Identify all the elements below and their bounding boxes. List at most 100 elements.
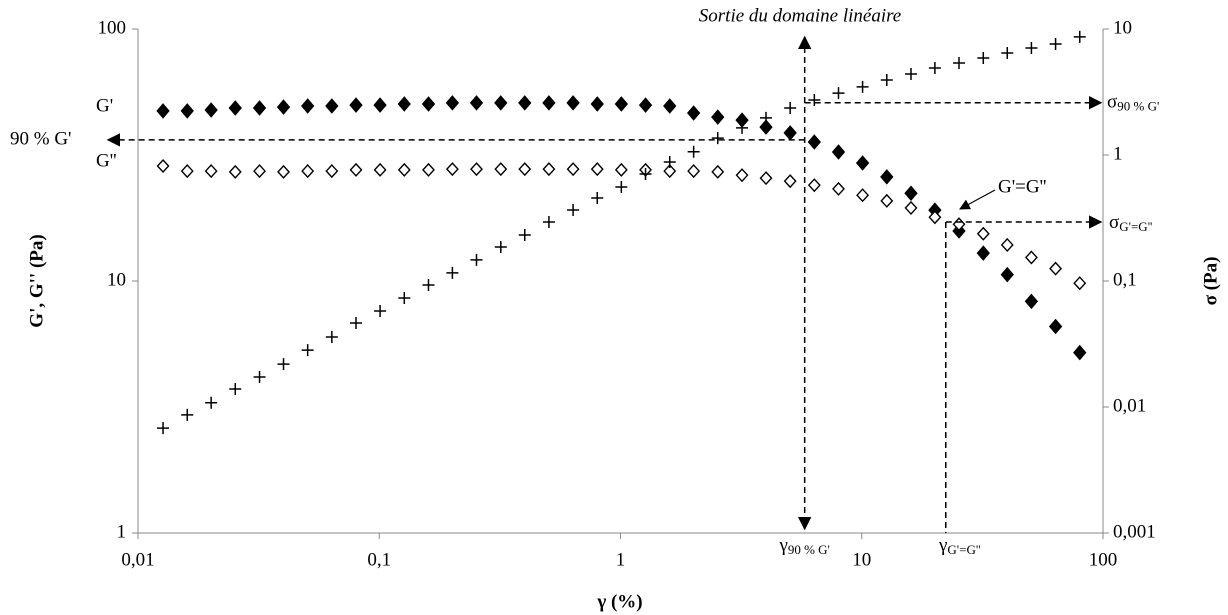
data-point [736, 121, 749, 134]
data-point [446, 266, 459, 279]
x-axis-title: γ (%) [596, 591, 642, 612]
y2-tick-label: 1 [1113, 143, 1123, 164]
data-point [421, 96, 436, 112]
data-point [638, 97, 653, 113]
data-point [469, 95, 484, 111]
data-point [759, 171, 773, 186]
data-point [156, 158, 170, 174]
data-point [1025, 42, 1038, 55]
data-point [397, 96, 411, 112]
annotation: γ90 % G' [778, 535, 829, 557]
data-point [615, 181, 628, 194]
annotation: G'=G'' [998, 176, 1046, 197]
data-point [422, 278, 435, 291]
data-point [253, 371, 266, 384]
data-point [422, 162, 435, 177]
data-point [1049, 38, 1062, 51]
data-point [156, 103, 170, 119]
data-point [639, 168, 652, 181]
data-point [204, 164, 218, 179]
data-point [542, 95, 556, 111]
data-point [856, 188, 870, 203]
data-point [1073, 30, 1086, 43]
data-point [301, 344, 314, 357]
data-point [567, 204, 580, 217]
data-point [566, 162, 580, 177]
data-point [614, 162, 628, 177]
data-point [228, 164, 242, 179]
data-point [374, 304, 387, 317]
x-tick-label: 0,1 [367, 549, 391, 570]
data-point [952, 217, 966, 232]
y2-axis-title: σ (Pa) [1200, 257, 1221, 306]
y-axis-title: G', G'' (Pa) [26, 234, 47, 327]
data-point [349, 97, 363, 113]
data-point [880, 169, 894, 185]
data-point [1000, 237, 1014, 252]
data-point [445, 162, 459, 177]
data-point [735, 168, 749, 183]
data-point [1073, 344, 1087, 361]
data-point [880, 73, 893, 86]
annotation-subscript: 90 % G' [1117, 99, 1159, 114]
data-point [181, 408, 194, 421]
data-point [301, 98, 315, 114]
y2-tick-label: 0,001 [1113, 521, 1156, 542]
data-point [807, 134, 821, 150]
data-point [518, 95, 532, 111]
data-point [157, 422, 170, 435]
x-tick-label: 1 [616, 549, 626, 570]
data-point [904, 68, 917, 81]
annotation-symbol: σ [1109, 212, 1119, 233]
data-point [832, 87, 845, 100]
data-point [614, 96, 628, 112]
series-label: G'' [96, 150, 117, 171]
annotation-subscript: G'=G'' [947, 542, 980, 557]
data-point [518, 162, 532, 177]
y-tick-label: 10 [107, 269, 126, 290]
data-point [686, 105, 701, 121]
data-point [856, 80, 869, 93]
data-point [711, 109, 725, 125]
data-point [518, 228, 531, 241]
data-point [494, 95, 508, 111]
y-tick-label: 100 [98, 17, 127, 38]
data-point [663, 98, 677, 114]
data-point [252, 100, 267, 116]
data-point [229, 382, 242, 395]
data-point [398, 291, 411, 304]
data-point [445, 95, 460, 111]
data-point [663, 164, 677, 179]
data-point [687, 145, 700, 158]
annotation-symbol: γ [778, 535, 787, 556]
x-tick-label: 100 [1089, 549, 1118, 570]
data-point [470, 162, 483, 177]
data-point [1049, 261, 1063, 276]
data-point [470, 253, 483, 266]
x-tick-label: 10 [852, 549, 871, 570]
data-point [904, 200, 918, 215]
data-point [277, 164, 290, 179]
data-point [180, 164, 194, 179]
annotation-subscript: 90 % G' [788, 542, 830, 557]
data-point [494, 241, 507, 254]
data-point [711, 164, 725, 179]
data-point [325, 98, 339, 114]
x-tick-label: 0,01 [121, 549, 154, 570]
annotation: 90 % G' [10, 128, 71, 149]
data-point [783, 125, 797, 141]
data-point [349, 162, 363, 177]
data-point [831, 144, 846, 160]
data-point [253, 164, 266, 179]
annotation-symbol: γ [938, 535, 947, 556]
data-point [1048, 318, 1063, 335]
data-point [687, 164, 701, 179]
data-point [808, 94, 821, 107]
data-point [397, 162, 411, 177]
y2-tick-label: 0,01 [1113, 395, 1146, 416]
annotation-symbol: σ [1107, 92, 1117, 113]
data-point [928, 210, 942, 225]
data-point [880, 193, 894, 208]
data-point [783, 174, 797, 189]
data-point [204, 102, 218, 118]
